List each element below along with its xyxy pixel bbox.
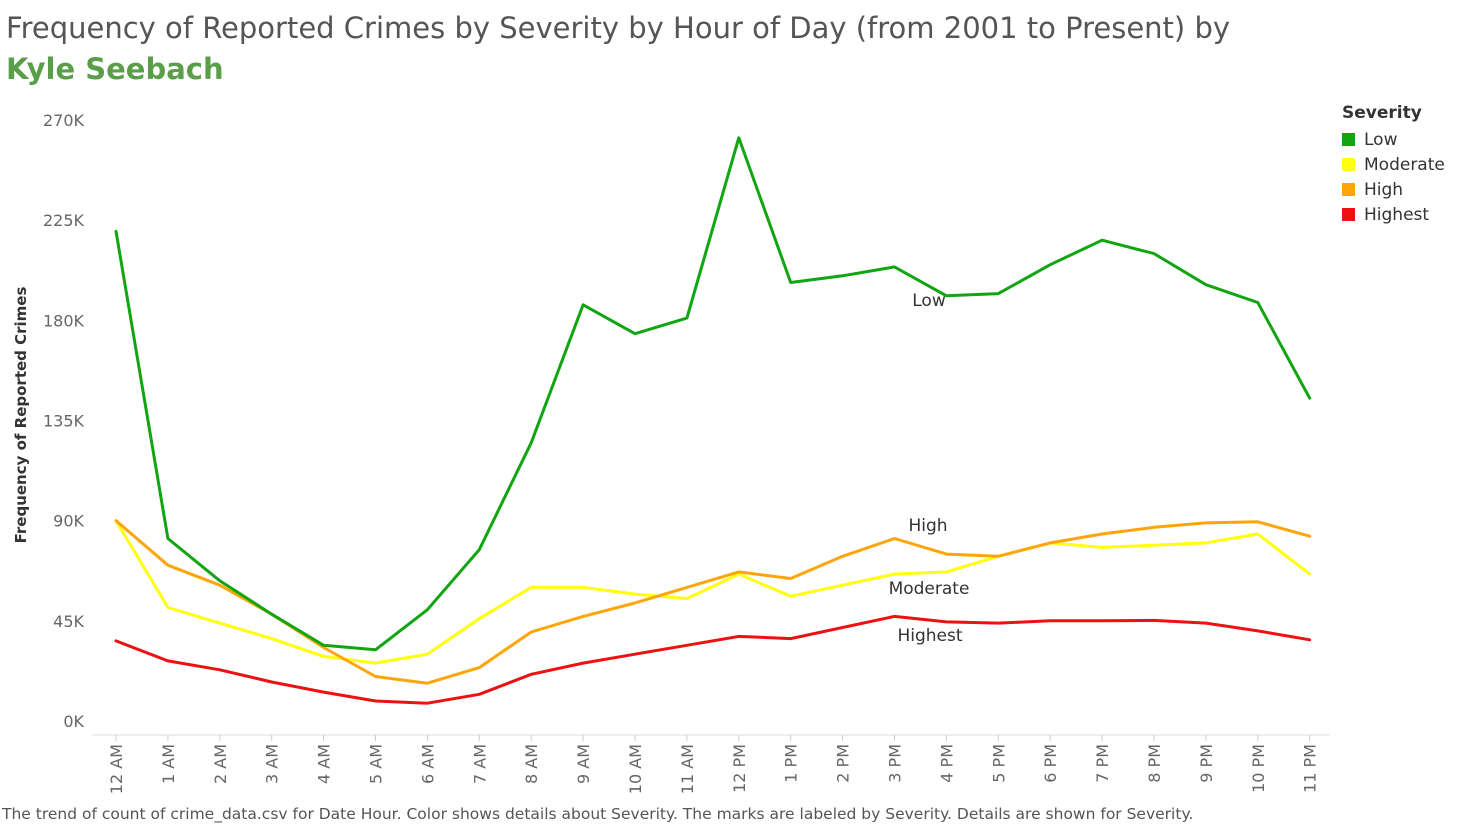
legend-label: Moderate [1364,154,1445,175]
legend-label: Highest [1364,204,1430,225]
x-tick-label: 11 AM [678,744,697,794]
legend-item-moderate[interactable]: Moderate [1342,152,1445,177]
legend-swatch [1342,158,1355,171]
legend-item-low[interactable]: Low [1342,127,1445,152]
chart-title-author: Kyle Seebach [6,52,224,86]
x-tick-label: 8 PM [1145,744,1164,783]
x-tick-label: 10 PM [1249,744,1268,793]
y-tick-label: 0K [63,712,84,731]
series-line-moderate [114,519,1312,665]
x-tick-label: 3 PM [886,744,905,783]
legend-label: High [1364,179,1404,200]
series-line-highest [114,614,1312,705]
chart-title-text: Frequency of Reported Crimes by Severity… [6,11,1231,45]
legend-swatch [1342,133,1355,146]
x-tick-label: 9 PM [1197,744,1216,783]
y-tick-label: 225K [43,211,85,230]
legend-title: Severity [1342,103,1422,123]
legend-items: Low Moderate High Highest [1342,127,1445,227]
series-label-highest: Highest [897,626,962,646]
chart-caption: The trend of count of crime_data.csv for… [2,805,1194,823]
y-tick-label: 270K [43,111,85,130]
y-tick-label: 180K [43,311,85,330]
legend-item-high[interactable]: High [1342,177,1445,202]
x-tick-label: 11 PM [1301,744,1320,793]
x-tick-label: 12 AM [107,744,126,794]
x-tick-label: 10 AM [626,744,645,794]
series-line-high [114,519,1312,685]
x-tick-label: 9 AM [574,744,593,784]
series-label-moderate: Moderate [889,579,970,599]
x-tick-label: 6 AM [418,744,437,784]
x-tick-label: 4 PM [937,744,956,783]
x-tick-label: 7 AM [470,744,489,784]
legend-swatch [1342,183,1355,196]
x-tick-label: 4 AM [315,744,334,784]
legend-label: Low [1364,129,1398,150]
x-tick-label: 1 AM [159,744,178,784]
x-tick-label: 5 AM [367,744,386,784]
y-tick-label: 45K [53,612,84,631]
x-tick-label: 6 PM [1041,744,1060,783]
y-axis: 0K 45K 90K 135K 180K 225K 270K [43,111,85,731]
legend-swatch [1342,208,1355,221]
x-tick-label: 8 AM [522,744,541,784]
x-tick-label: 5 PM [989,744,1008,783]
x-tick-label: 2 AM [211,744,230,784]
y-tick-label: 135K [43,412,85,431]
x-tick-label: 7 PM [1093,744,1112,783]
legend-item-highest[interactable]: Highest [1342,202,1445,227]
x-tick-label: 12 PM [730,744,749,793]
series-label-low: Low [912,291,946,311]
legend: Severity Low Moderate High Highest [1342,103,1445,227]
x-tick-label: 1 PM [782,744,801,783]
y-tick-label: 90K [53,512,84,531]
x-tick-label: 2 PM [834,744,853,783]
series-line-low [114,136,1312,652]
series-label-high: High [908,516,947,536]
series-labels: Low Moderate High Highest [889,291,970,646]
series-lines [114,136,1312,705]
x-tick-label: 3 AM [263,744,282,784]
y-axis-title: Frequency of Reported Crimes [12,287,30,544]
chart-title: Frequency of Reported Crimes by Severity… [6,8,1296,90]
x-axis: 12 AM 1 AM 2 AM 3 AM 4 AM 5 AM 6 AM 7 AM 8 AM 9 A… [107,735,1320,794]
